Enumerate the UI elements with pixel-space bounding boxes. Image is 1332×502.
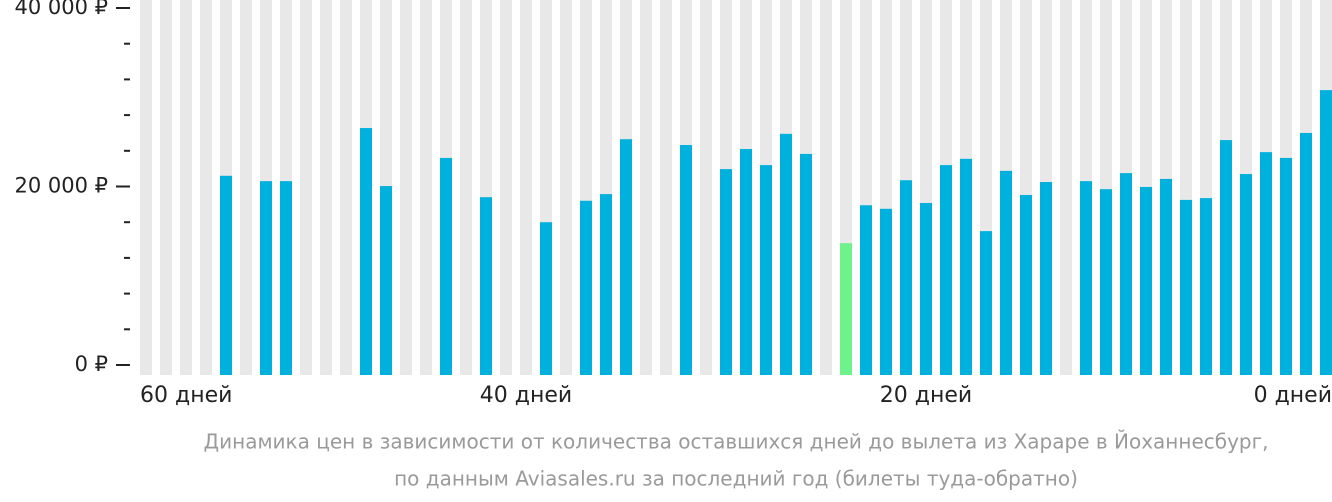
bar	[380, 186, 392, 375]
y-tick-label: 20 000 ₽	[14, 174, 108, 198]
bar	[1080, 181, 1092, 375]
column-background	[420, 0, 432, 375]
column-background	[700, 0, 712, 375]
column-background	[640, 0, 652, 375]
column-background	[200, 0, 212, 375]
bar	[620, 139, 632, 375]
bar	[1120, 173, 1132, 375]
x-tick-label: 60 дней	[140, 383, 232, 408]
bar	[1160, 178, 1172, 375]
column-background	[160, 0, 172, 375]
y-tick-label: 40 000 ₽	[14, 0, 108, 19]
bar	[1140, 186, 1152, 375]
x-tick-label: 40 дней	[480, 383, 572, 408]
bar	[800, 153, 812, 375]
bar	[920, 203, 932, 375]
bar	[280, 181, 292, 375]
caption: по данным Aviasales.ru за последний год …	[394, 467, 1078, 491]
bar	[840, 243, 852, 375]
bar	[1180, 199, 1192, 375]
column-background	[1060, 0, 1072, 375]
column-background	[560, 0, 572, 375]
x-tick-label: 0 дней	[1254, 383, 1332, 408]
bar	[720, 169, 732, 375]
bar	[980, 231, 992, 375]
bar	[1000, 170, 1012, 375]
bar	[860, 205, 872, 375]
bar	[480, 197, 492, 375]
bar	[1280, 157, 1292, 375]
bar	[960, 158, 972, 375]
bar	[220, 175, 232, 375]
column-background	[320, 0, 332, 375]
column-background	[340, 0, 352, 375]
bar	[360, 128, 372, 375]
bar	[1020, 194, 1032, 375]
column-background	[400, 0, 412, 375]
bar	[940, 165, 952, 375]
column-background	[500, 0, 512, 375]
bar	[760, 165, 772, 375]
column-background	[180, 0, 192, 375]
column-background	[240, 0, 252, 375]
bar	[740, 149, 752, 375]
bar	[1200, 198, 1212, 375]
bar	[1260, 152, 1272, 375]
column-background	[820, 0, 832, 375]
caption: Динамика цен в зависимости от количества…	[204, 430, 1269, 454]
column-background	[520, 0, 532, 375]
bar	[1320, 90, 1332, 376]
bar	[540, 222, 552, 375]
column-background	[140, 0, 152, 375]
bar	[1220, 140, 1232, 375]
bar	[880, 208, 892, 375]
column-background	[300, 0, 312, 375]
bar	[1100, 189, 1112, 375]
bar	[1300, 132, 1312, 375]
bar	[1040, 182, 1052, 375]
bar	[440, 157, 452, 375]
bar	[780, 133, 792, 375]
bar	[900, 180, 912, 375]
column-background	[660, 0, 672, 375]
bar	[260, 181, 272, 375]
column-background	[460, 0, 472, 375]
bar	[680, 144, 692, 375]
bar	[580, 200, 592, 375]
x-tick-label: 20 дней	[880, 383, 972, 408]
y-tick-label: 0 ₽	[75, 352, 108, 376]
bar	[1240, 174, 1252, 375]
bar	[600, 194, 612, 375]
